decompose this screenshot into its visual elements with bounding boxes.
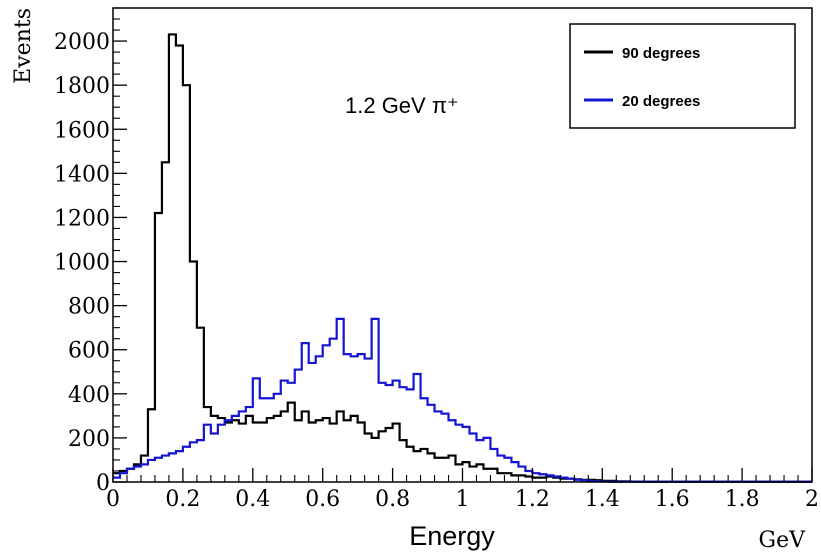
legend: 90 degrees 20 degrees <box>569 23 796 129</box>
y-tick-label: 1000 <box>54 251 110 276</box>
y-tick-label: 2000 <box>54 30 110 55</box>
x-axis: 0 0.2 0.4 0.6 0.8 1 1.2 1.4 1.6 1.8 2 <box>106 468 819 512</box>
x-tick-label: 0.6 <box>305 487 340 512</box>
x-tick-label: 2 <box>805 487 819 512</box>
y-tick-label: 1600 <box>54 118 110 143</box>
legend-label-20-degrees: 20 degrees <box>622 93 700 110</box>
legend-box <box>569 23 796 129</box>
x-axis-unit-label: GeV <box>759 528 807 553</box>
y-axis-label: Events <box>11 8 36 84</box>
y-tick-label: 1400 <box>54 162 110 187</box>
y-tick-label: 0 <box>96 471 110 496</box>
x-tick-label: 0.2 <box>165 487 200 512</box>
x-tick-label: 1 <box>456 487 470 512</box>
y-tick-label: 600 <box>68 339 110 364</box>
y-tick-label: 200 <box>68 427 110 452</box>
x-tick-label: 1.8 <box>725 487 760 512</box>
x-tick-label: 0.8 <box>375 487 410 512</box>
y-tick-label: 400 <box>68 383 110 408</box>
y-tick-label: 1800 <box>54 74 110 99</box>
y-axis: 0 200 400 600 800 1000 1200 1400 1600 1800 2000 <box>54 7 127 496</box>
y-tick-label: 1200 <box>54 206 110 231</box>
x-tick-label: 1.4 <box>585 487 620 512</box>
x-axis-label: Energy <box>409 521 495 551</box>
chart-annotation: 1.2 GeV π⁺ <box>345 93 459 118</box>
legend-label-90-degrees: 90 degrees <box>622 45 700 62</box>
y-tick-label: 800 <box>68 295 110 320</box>
x-tick-label: 1.2 <box>515 487 550 512</box>
x-tick-label: 0.4 <box>235 487 270 512</box>
x-tick-label: 1.6 <box>655 487 690 512</box>
x-tick-label: 0 <box>106 487 120 512</box>
